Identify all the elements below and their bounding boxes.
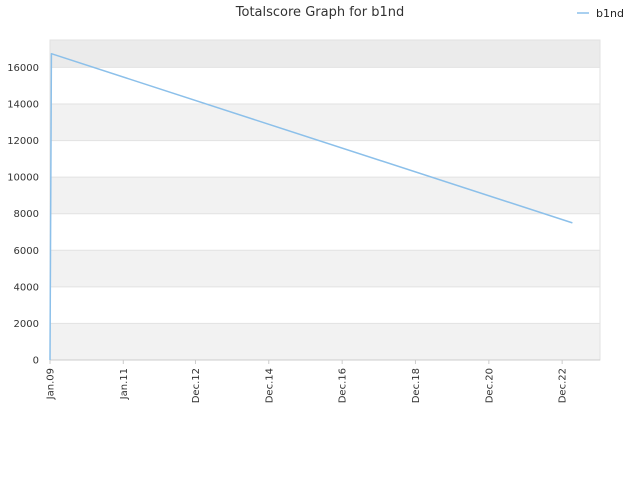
x-tick-label: Jan.09 bbox=[46, 368, 57, 400]
plot-band bbox=[50, 67, 600, 104]
plot-band bbox=[50, 213, 600, 251]
y-tick-label: 4000 bbox=[14, 282, 39, 293]
legend-label-b1nd: b1nd bbox=[596, 7, 624, 20]
y-tick-label: 2000 bbox=[14, 319, 39, 330]
plot-band bbox=[50, 250, 600, 287]
plot-band bbox=[50, 177, 600, 214]
plot-band bbox=[50, 286, 600, 324]
series-layer bbox=[49, 52, 573, 361]
x-axis: Jan.09 Jan.11 Dec.12 Dec.14 Dec.16 Dec.18 Dec.… bbox=[46, 359, 600, 403]
plot-band bbox=[50, 40, 600, 68]
y-tick-label: 6000 bbox=[14, 246, 39, 257]
x-tick-label: Dec.14 bbox=[264, 368, 275, 403]
y-tick-label: 8000 bbox=[14, 209, 39, 220]
x-tick-label: Dec.18 bbox=[411, 368, 422, 403]
y-tick-label: 10000 bbox=[7, 173, 39, 184]
legend: b1nd bbox=[577, 7, 624, 20]
plot-band bbox=[50, 323, 600, 360]
y-tick-label: 14000 bbox=[7, 100, 39, 111]
plot-band bbox=[50, 140, 600, 178]
y-axis: 0 2000 4000 6000 8000 10000 12000 14000 16000 bbox=[7, 63, 39, 367]
x-tick-label: Dec.12 bbox=[191, 368, 202, 403]
x-tick-label: Dec.22 bbox=[558, 368, 569, 403]
plot-band bbox=[50, 104, 600, 141]
y-tick-label: 12000 bbox=[7, 136, 39, 147]
plot-background bbox=[50, 40, 600, 360]
x-tick-label: Dec.20 bbox=[484, 368, 495, 403]
chart-title: Totalscore Graph for b1nd bbox=[235, 5, 404, 20]
y-tick-label: 0 bbox=[33, 356, 39, 367]
x-tick-label: Jan.11 bbox=[119, 368, 130, 400]
y-tick-label: 16000 bbox=[7, 63, 39, 74]
x-tick-label: Dec.16 bbox=[338, 368, 349, 403]
